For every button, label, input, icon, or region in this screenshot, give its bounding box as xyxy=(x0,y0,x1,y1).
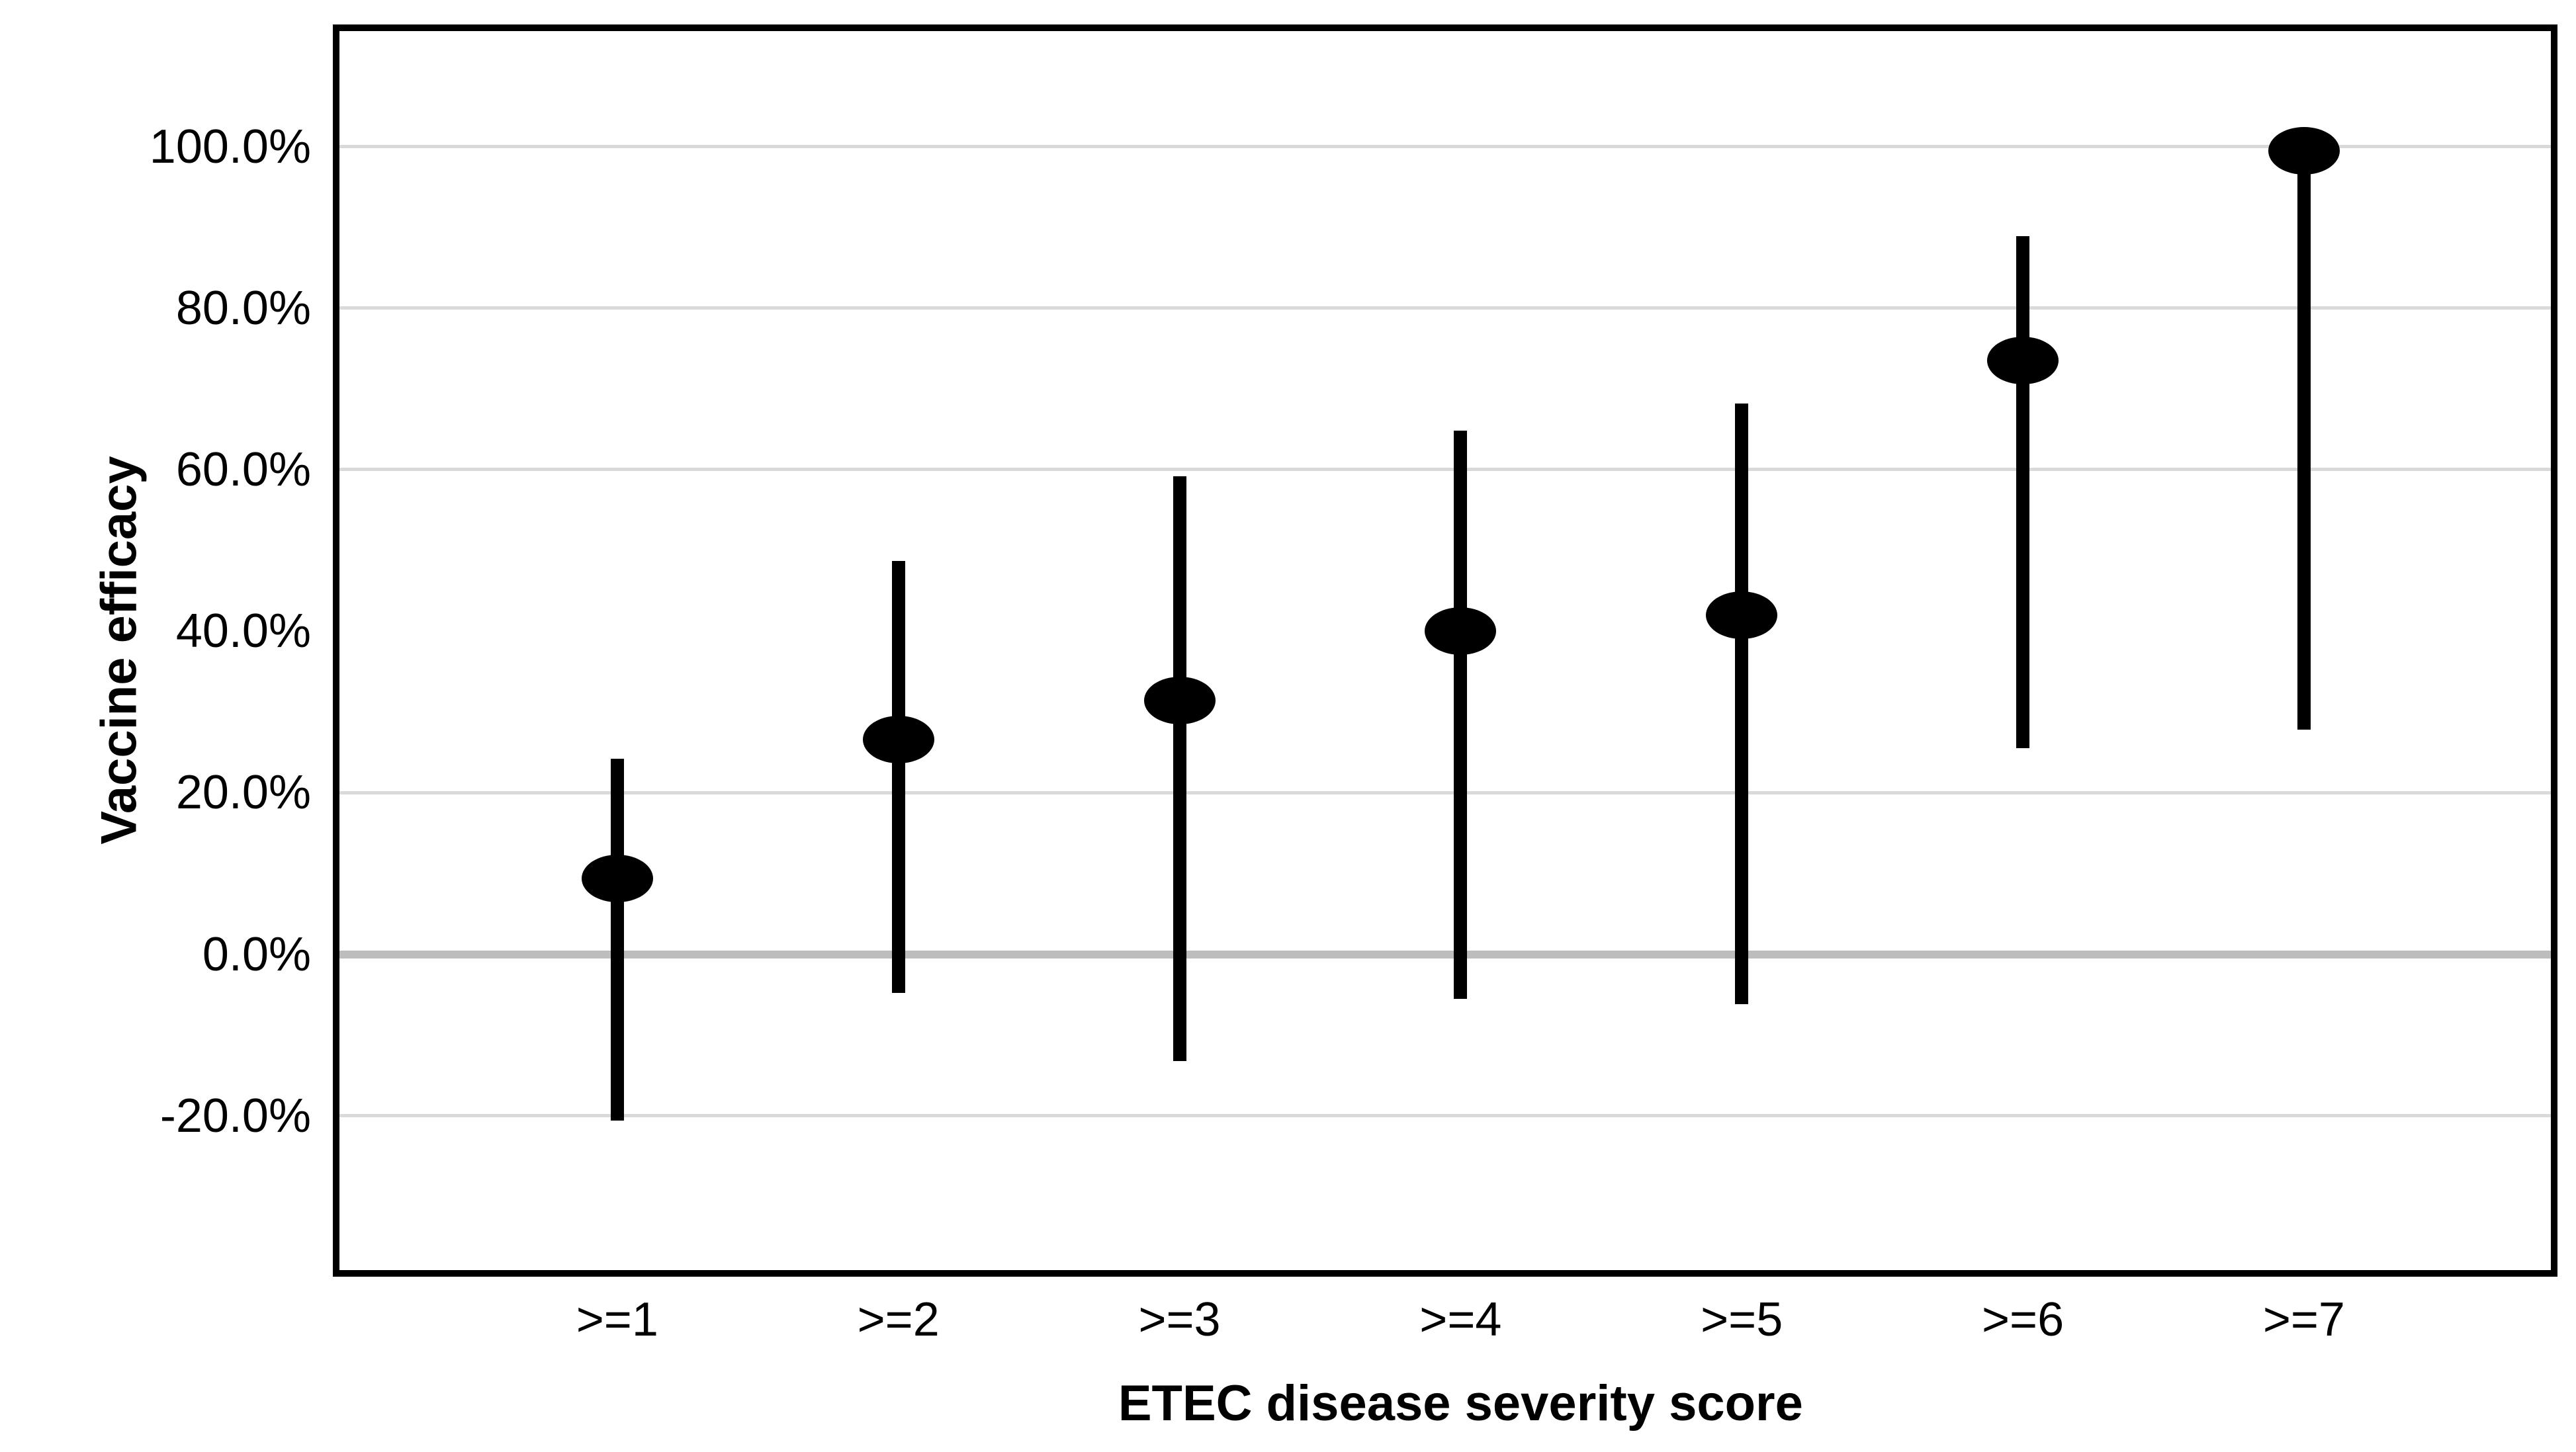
y-tick-label--20: -20.0% xyxy=(159,1089,311,1142)
zero-gridline xyxy=(336,950,2554,959)
error-bar->=2 xyxy=(891,560,905,994)
error-bar->=7 xyxy=(2297,146,2311,730)
x-tick-label-6: >=6 xyxy=(1981,1293,2065,1346)
x-tick-label-4: >=4 xyxy=(1419,1293,1502,1346)
y-tick-label-80: 80.0% xyxy=(175,281,311,335)
gridline-80 xyxy=(336,306,2554,310)
error-bar->=6 xyxy=(2016,236,2030,749)
x-tick-label-5: >=5 xyxy=(1701,1293,1783,1346)
point-marker->=1 xyxy=(581,854,653,902)
gridline-100 xyxy=(336,145,2554,148)
plot-area-border xyxy=(333,24,2557,1277)
point-marker->=4 xyxy=(1425,607,1497,656)
error-bar->=4 xyxy=(1454,431,1468,999)
y-tick-label-40: 40.0% xyxy=(175,605,311,658)
y-tick-label-100: 100.0% xyxy=(149,120,311,173)
x-tick-label-2: >=2 xyxy=(857,1293,940,1346)
error-bar->=3 xyxy=(1173,476,1186,1061)
y-tick-label-60: 60.0% xyxy=(175,443,311,496)
gridline-20 xyxy=(336,790,2554,794)
point-marker->=7 xyxy=(2268,126,2340,175)
point-marker->=5 xyxy=(1706,591,1778,639)
x-tick-label-3: >=3 xyxy=(1138,1293,1221,1346)
error-bar->=5 xyxy=(1735,403,1749,1005)
error-bar->=1 xyxy=(610,759,624,1121)
gridline-60 xyxy=(336,468,2554,472)
x-axis-title: ETEC disease severity score xyxy=(1118,1375,1803,1431)
y-tick-label-20: 20.0% xyxy=(175,766,311,820)
gridline--20 xyxy=(336,1114,2554,1118)
x-tick-label-1: >=1 xyxy=(576,1293,658,1346)
point-marker->=2 xyxy=(862,715,934,763)
x-tick-label-7: >=7 xyxy=(2262,1293,2345,1346)
point-marker->=3 xyxy=(1143,677,1216,725)
y-tick-label-0: 0.0% xyxy=(202,927,311,981)
point-marker->=6 xyxy=(1987,337,2059,385)
